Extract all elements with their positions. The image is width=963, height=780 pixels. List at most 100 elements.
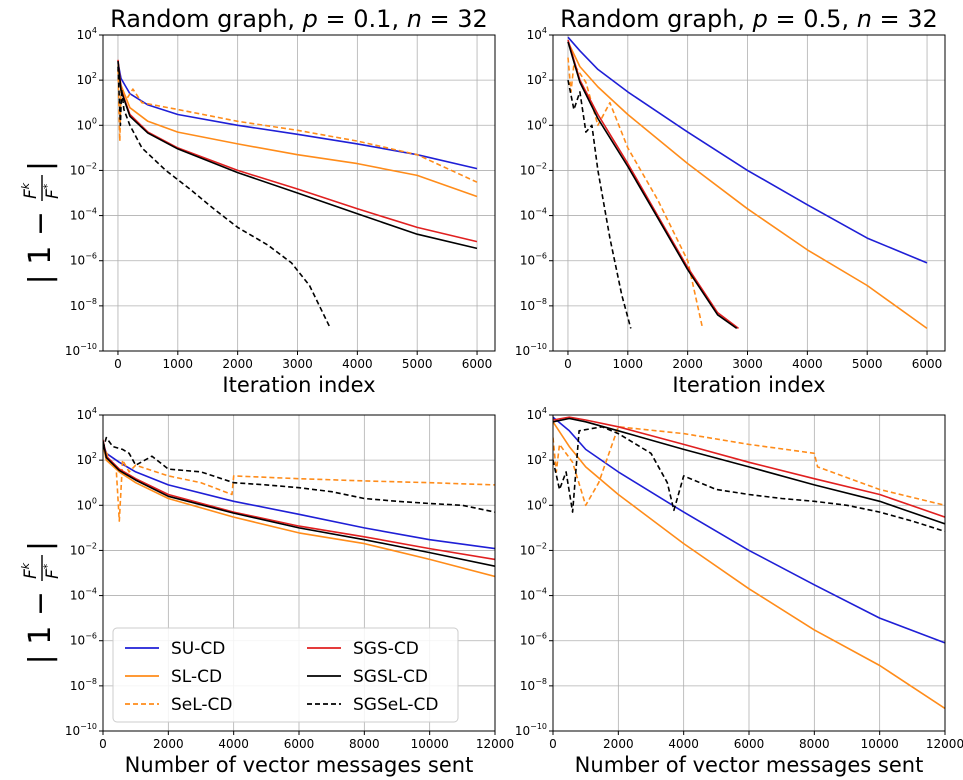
- x-tick-label: 6000: [284, 737, 315, 751]
- svg-text:Fk: Fk: [19, 562, 41, 579]
- y-tick-label: 102: [527, 451, 547, 467]
- svg-text:Fk: Fk: [19, 182, 41, 199]
- legend-label-su-cd: SU-CD: [171, 639, 225, 659]
- series-line-sgsel-cd: [567, 79, 632, 329]
- y-tick-label: 10−2: [520, 541, 547, 557]
- series-line-su-cd: [103, 442, 495, 550]
- series-line-sgs-cd: [553, 416, 945, 518]
- y-tick-label: 10−2: [70, 161, 97, 177]
- y-tick-label: 10−8: [70, 677, 97, 693]
- x-tick-label: 2000: [672, 357, 703, 371]
- series-line-sgsl-cd: [103, 440, 495, 567]
- x-axis-label: Number of vector messages sent: [575, 753, 924, 777]
- series-line-sl-cd: [567, 41, 928, 330]
- legend-label-sel-cd: SeL-CD: [171, 695, 233, 715]
- svg-text:|: |: [23, 161, 58, 171]
- x-tick-label: 2000: [222, 357, 253, 371]
- x-tick-label: 2000: [153, 737, 184, 751]
- x-tick-label: 0: [564, 357, 572, 371]
- y-tick-label: 10−2: [70, 541, 97, 557]
- x-tick-label: 1000: [613, 357, 644, 371]
- series-line-sel-cd: [567, 57, 704, 329]
- series-line-sgs-cd: [103, 439, 495, 561]
- x-tick-label: 8000: [349, 737, 380, 751]
- series-line-sel-cd: [103, 444, 495, 522]
- y-tick-label: 10−4: [70, 207, 97, 223]
- svg-text:F*: F*: [41, 563, 63, 579]
- series-line-sgsl-cd: [553, 417, 945, 525]
- x-tick-label: 0: [549, 737, 557, 751]
- svg-text:F*: F*: [41, 183, 63, 199]
- legend-label-sgsl-cd: SGSL-CD: [353, 667, 428, 687]
- series-line-sl-cd: [103, 444, 495, 578]
- panel-2: 0 1000 2000 3000 4000 5000 6000 10−10 10−8 10−6 10…: [515, 5, 946, 397]
- panel-4: 0 2000 4000 6000 8000 10000 12000 10−10 10−8 10−6…: [515, 406, 963, 777]
- y-tick-label: 10−8: [520, 677, 547, 693]
- x-tick-label: 4000: [792, 357, 823, 371]
- y-tick-label: 100: [527, 496, 547, 512]
- y-tick-label: 104: [77, 406, 97, 422]
- series-line-sgsel-cd: [553, 426, 945, 533]
- svg-text:|: |: [23, 541, 58, 551]
- series-line-sl-cd: [553, 421, 945, 710]
- y-tick-label: 104: [527, 406, 547, 422]
- x-tick-label: 12000: [926, 737, 963, 751]
- svg-text:| 1 −: | 1 −: [23, 211, 58, 284]
- legend: SU-CD SL-CD SeL-CD SGS-CD SGSL-CD SGSeL-CD: [112, 627, 459, 723]
- series-line-sgsel-cd: [103, 436, 495, 513]
- y-tick-label: 10−10: [65, 342, 97, 358]
- x-tick-label: 0: [114, 357, 122, 371]
- x-tick-label: 0: [99, 737, 107, 751]
- x-tick-label: 12000: [476, 737, 514, 751]
- y-tick-label: 100: [527, 116, 547, 132]
- series-line-su-cd: [117, 62, 478, 170]
- series-line-sel-cd: [553, 426, 945, 507]
- x-tick-label: 3000: [282, 357, 313, 371]
- x-tick-label: 4000: [218, 737, 249, 751]
- plot-frame: [102, 34, 496, 352]
- series-line-sgsel-cd: [117, 66, 332, 329]
- x-tick-label: 3000: [732, 357, 763, 371]
- series-line-su-cd: [567, 36, 928, 264]
- y-tick-label: 10−6: [70, 632, 97, 648]
- y-tick-label: 10−10: [515, 342, 547, 358]
- y-tick-label: 10−10: [65, 722, 97, 738]
- x-tick-label: 2000: [603, 737, 634, 751]
- x-tick-label: 10000: [411, 737, 449, 751]
- x-tick-label: 4000: [342, 357, 373, 371]
- y-tick-label: 102: [77, 71, 97, 87]
- series-line-sgsl-cd: [117, 61, 478, 250]
- x-tick-label: 6000: [734, 737, 765, 751]
- x-tick-label: 8000: [799, 737, 830, 751]
- y-tick-label: 100: [77, 116, 97, 132]
- y-tick-label: 104: [527, 26, 547, 42]
- y-tick-label: 10−4: [520, 587, 547, 603]
- x-axis-label: Number of vector messages sent: [125, 753, 474, 777]
- legend-label-sgsel-cd: SGSeL-CD: [353, 695, 438, 715]
- legend-label-sl-cd: SL-CD: [171, 667, 222, 687]
- series-line-su-cd: [553, 416, 945, 644]
- y-axis-label: | 1 − FkF* |: [19, 161, 63, 285]
- series-line-sgsl-cd: [567, 41, 738, 330]
- x-tick-label: 6000: [462, 357, 493, 371]
- legend-label-sgs-cd: SGS-CD: [353, 639, 419, 659]
- y-tick-label: 100: [77, 496, 97, 512]
- y-tick-label: 102: [527, 71, 547, 87]
- x-tick-label: 5000: [852, 357, 883, 371]
- x-tick-label: 10000: [861, 737, 899, 751]
- y-tick-label: 10−10: [515, 722, 547, 738]
- x-axis-label: Iteration index: [672, 373, 825, 397]
- plot-frame: [552, 34, 946, 352]
- y-tick-label: 10−6: [520, 632, 547, 648]
- y-tick-label: 10−4: [520, 207, 547, 223]
- x-axis-label: Iteration index: [222, 373, 375, 397]
- y-tick-label: 10−8: [70, 297, 97, 313]
- panel-1: 0 1000 2000 3000 4000 5000 6000 10−10 10−8 10−6 10…: [19, 5, 496, 397]
- y-tick-label: 104: [77, 26, 97, 42]
- x-tick-label: 4000: [668, 737, 699, 751]
- x-tick-label: 1000: [163, 357, 194, 371]
- y-tick-label: 10−6: [520, 252, 547, 268]
- series-line-sgs-cd: [567, 39, 739, 330]
- panel-title: Random graph, p = 0.5, n = 32: [560, 5, 938, 33]
